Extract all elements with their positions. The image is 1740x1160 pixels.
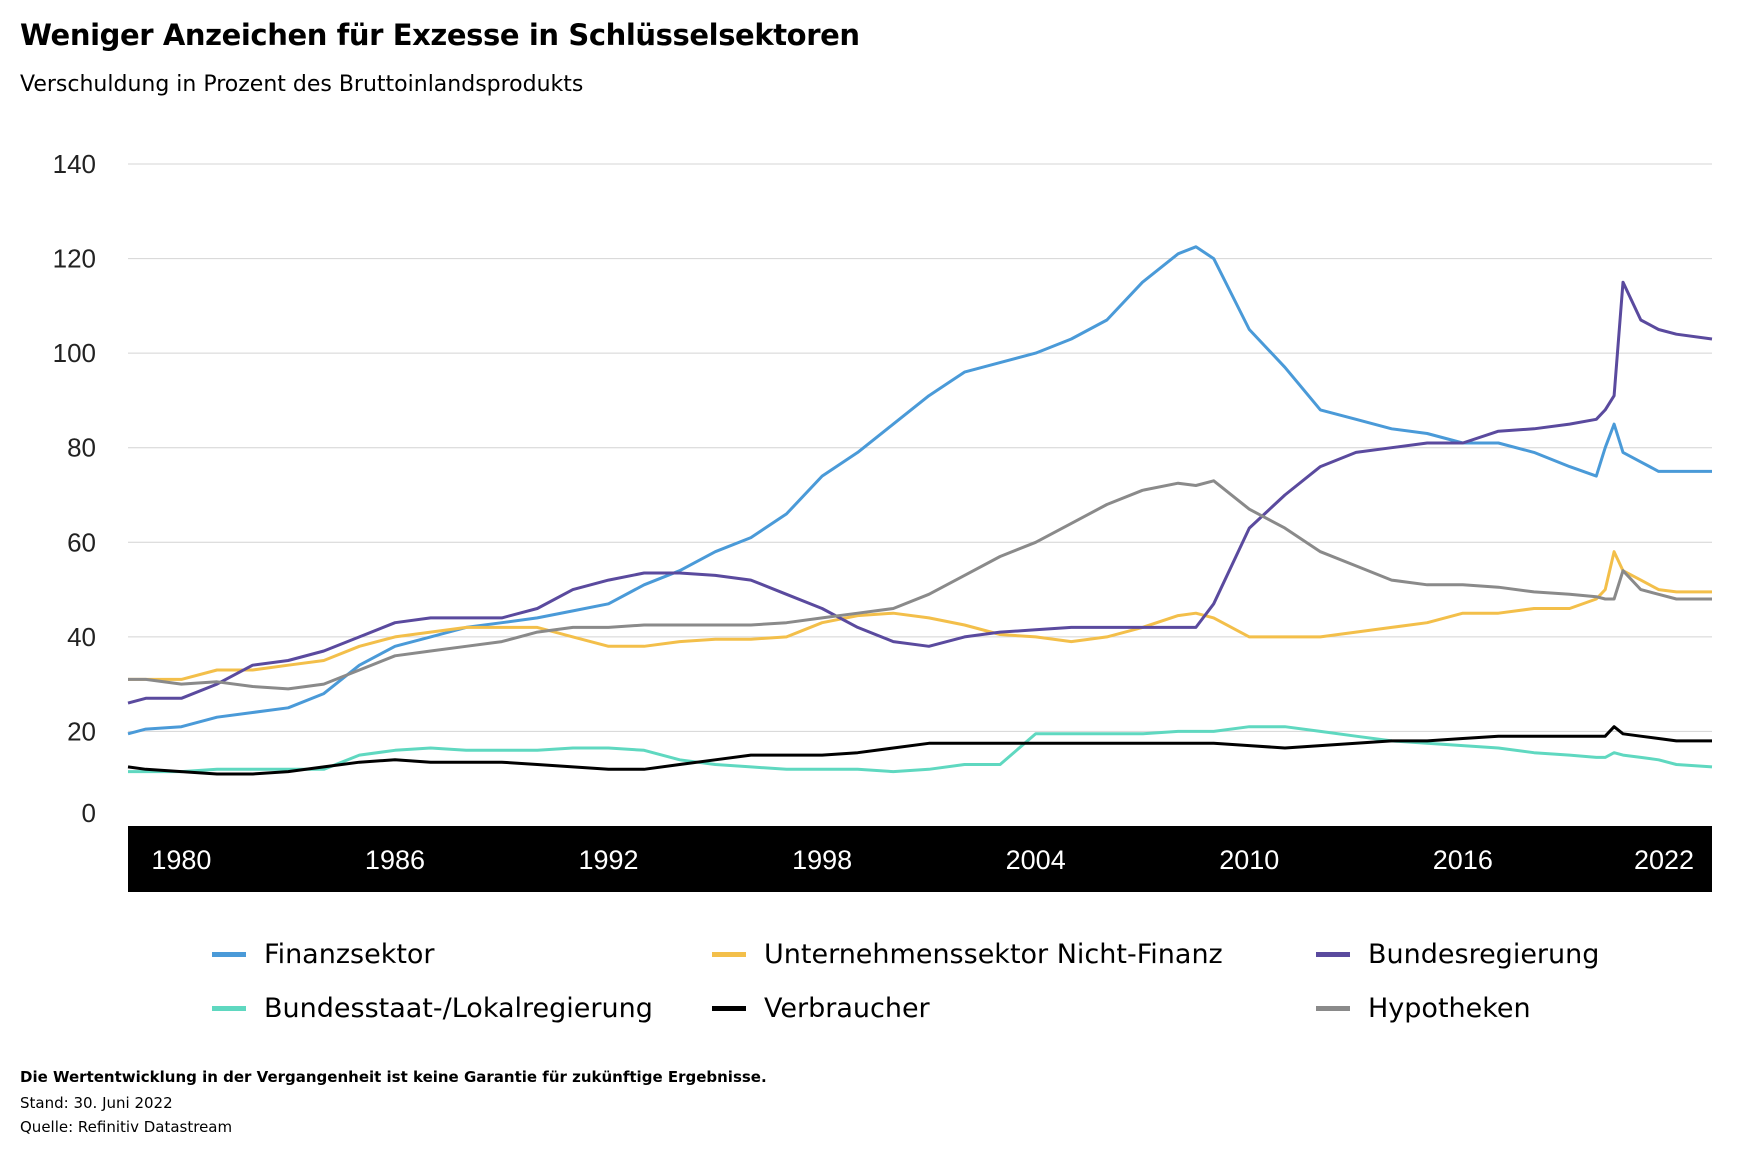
y-tick-label: 0	[82, 798, 96, 828]
x-tick-label: 2016	[1433, 845, 1493, 875]
y-gridlines	[128, 163, 1712, 732]
x-tick-label: 2010	[1219, 845, 1279, 875]
y-tick-label: 80	[67, 433, 96, 463]
series-line-hypotheken	[128, 479, 1712, 691]
x-tick-label: 2022	[1634, 845, 1694, 875]
x-tick-label: 1992	[579, 845, 639, 875]
disclaimer-note: Die Wertentwicklung in der Vergangenheit…	[20, 1068, 767, 1086]
y-tick-label: 20	[67, 716, 96, 746]
y-tick-label: 40	[67, 622, 96, 652]
series-lines	[127, 245, 1713, 776]
x-axis-ticks: 1980 1986 1992 1998 2004 2010 2016 2022	[151, 845, 1694, 875]
x-axis-band	[128, 826, 1712, 892]
y-tick-label: 60	[67, 527, 96, 557]
y-tick-label: 100	[53, 338, 96, 368]
chart-title: Weniger Anzeichen für Exzesse in Schlüss…	[20, 18, 860, 52]
x-tick-label: 2004	[1006, 845, 1066, 875]
chart-subtitle: Verschuldung in Prozent des Bruttoinland…	[20, 72, 584, 97]
y-tick-label: 120	[53, 244, 96, 274]
x-tick-label: 1986	[365, 845, 425, 875]
series-line-bundesregierung	[127, 280, 1713, 705]
source-note: Quelle: Refinitiv Datastream	[20, 1118, 233, 1136]
series-line-bundesstaat-lokalregierung	[128, 725, 1713, 774]
x-tick-label: 1998	[792, 845, 852, 875]
stand-date: Stand: 30. Juni 2022	[20, 1094, 173, 1112]
y-axis-ticks: 0 20 40 60 80 100 120 140	[53, 149, 96, 828]
series-line-verbraucher	[127, 725, 1712, 776]
series-line-unternehmenssektor-nicht-finanz	[128, 550, 1712, 681]
x-tick-label: 1980	[151, 845, 211, 875]
series-line-finanzsektor	[127, 245, 1712, 736]
y-tick-label: 140	[53, 149, 96, 179]
